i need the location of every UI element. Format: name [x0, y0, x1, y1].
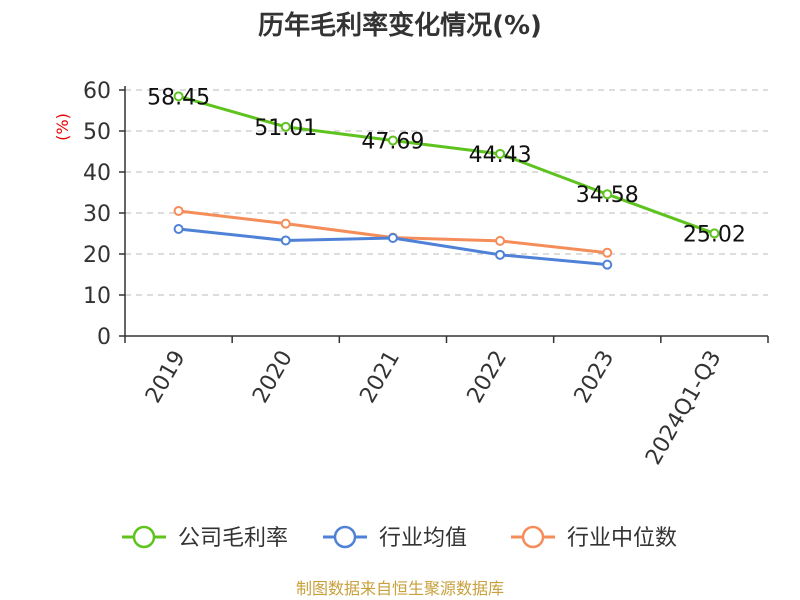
- series-0-point-5: [709, 228, 720, 239]
- series-lines: [173, 91, 720, 270]
- legend-label-1: 行业均值: [379, 526, 467, 551]
- series-2-point-0: [173, 205, 184, 216]
- data-label-0: 58.45: [147, 85, 210, 110]
- series-1-point-0: [173, 223, 184, 234]
- y-tick-label-10: 10: [83, 284, 111, 309]
- axes: 0 10 20 30 40 50 60 2019 2020 2021 2022 2023 2024Q1-…: [83, 79, 769, 470]
- series-line-2: [178, 209, 608, 255]
- series-0-point-4: [602, 189, 613, 200]
- data-label-1: 51.01: [254, 116, 317, 141]
- y-tick-label-60: 60: [83, 79, 111, 104]
- series-2-point-1: [280, 218, 291, 229]
- x-tick-label-1: 2020: [248, 347, 298, 408]
- legend-marker-0: [132, 525, 156, 549]
- series-0-point-2: [387, 135, 398, 146]
- data-label-2: 47.69: [361, 129, 424, 154]
- y-tick-label-30: 30: [83, 202, 111, 227]
- y-tick-label-50: 50: [83, 120, 111, 145]
- legend-marker-1: [333, 525, 357, 549]
- legend-label-0: 公司毛利率: [178, 526, 288, 551]
- series-1-point-4: [602, 259, 613, 270]
- x-tick-label-4: 2023: [570, 347, 620, 408]
- legend-marker-2: [521, 525, 545, 549]
- y-tick-label-20: 20: [83, 243, 111, 268]
- series-line-0: [178, 94, 715, 235]
- chart-title: 历年毛利率变化情况(%): [258, 10, 542, 41]
- series-0-point-3: [495, 148, 506, 159]
- y-axis-label: (%): [53, 113, 72, 141]
- data-label-3: 44.43: [469, 143, 532, 168]
- y-tick-label-0: 0: [97, 325, 111, 350]
- series-1-point-3: [495, 249, 506, 260]
- series-0-point-0: [173, 91, 184, 102]
- series-1-point-1: [280, 235, 291, 246]
- series-2-point-3: [495, 235, 506, 246]
- source-note: 制图数据来自恒生聚源数据库: [296, 579, 504, 598]
- x-tick-label-3: 2022: [463, 347, 513, 408]
- x-tick-label-2: 2021: [355, 347, 405, 408]
- data-label-4: 34.58: [576, 183, 639, 208]
- y-tick-label-40: 40: [83, 161, 111, 186]
- legend: 公司毛利率 行业均值 行业中位数: [122, 525, 677, 551]
- series-1-point-2: [387, 233, 398, 244]
- data-label-5: 25.02: [683, 222, 746, 247]
- data-labels: 58.45 51.01 47.69 44.43 34.58 25.02: [147, 85, 746, 247]
- grid-lines: [125, 89, 768, 296]
- x-tick-label-0: 2019: [141, 347, 191, 408]
- legend-label-2: 行业中位数: [567, 526, 677, 551]
- x-tick-label-5: 2024Q1-Q3: [641, 347, 726, 470]
- series-2-point-4: [602, 247, 613, 258]
- series-0-point-1: [280, 121, 291, 132]
